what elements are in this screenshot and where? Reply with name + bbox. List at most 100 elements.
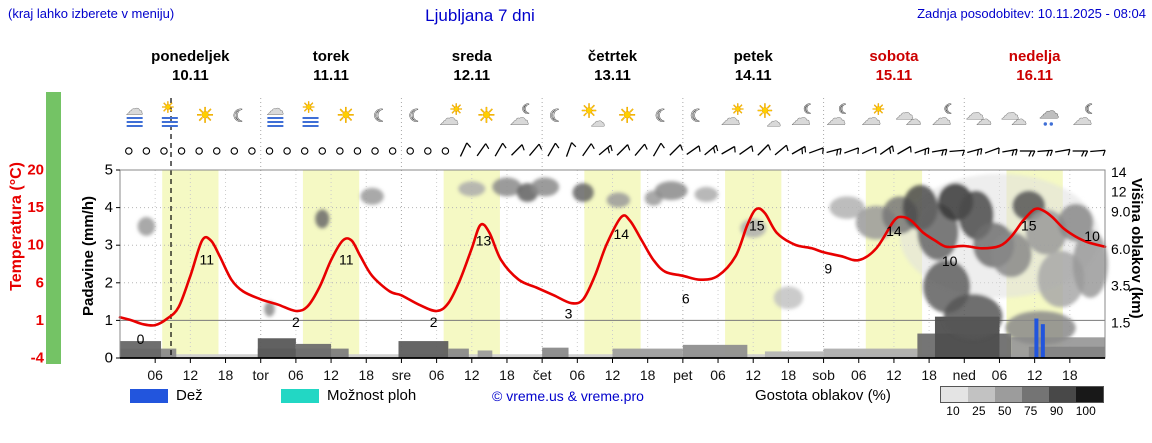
svg-text:20: 20 — [27, 162, 44, 179]
wind-barb — [897, 145, 912, 155]
wind-barb — [879, 145, 895, 155]
wind-barb — [669, 144, 684, 156]
svg-text:12: 12 — [1027, 367, 1043, 383]
svg-text:☁: ☁ — [906, 112, 921, 129]
svg-text:☁: ☁ — [827, 109, 846, 130]
svg-text:13: 13 — [476, 233, 492, 249]
wind-barb — [547, 142, 560, 157]
wind-calm-marker — [336, 147, 344, 155]
svg-text:☀: ☀ — [196, 105, 215, 128]
svg-text:-4: -4 — [31, 350, 45, 367]
svg-text:☾: ☾ — [655, 107, 670, 126]
cloud-density-step-label: 10 — [946, 404, 960, 418]
svg-text:10: 10 — [1084, 228, 1100, 244]
weather-icon-sun: ☀ — [617, 104, 637, 128]
svg-text:18: 18 — [218, 367, 234, 383]
svg-text:14: 14 — [1111, 164, 1127, 180]
svg-text:06: 06 — [429, 367, 445, 383]
svg-text:6: 6 — [682, 290, 690, 306]
svg-text:☾: ☾ — [803, 102, 815, 117]
copyright-link[interactable]: © vreme.us & vreme.pro — [492, 388, 644, 404]
svg-text:12: 12 — [183, 367, 199, 383]
temperature-curve — [118, 207, 1107, 327]
svg-text:06: 06 — [710, 367, 726, 383]
weather-icon-moon: ☾ — [689, 106, 705, 126]
wind-barb — [844, 147, 860, 154]
svg-text:☾: ☾ — [373, 107, 388, 126]
cloud-density-step-label: 25 — [972, 404, 986, 418]
wind-calm-marker — [265, 147, 274, 155]
svg-text:tor: tor — [253, 367, 270, 383]
cloud-shading — [137, 173, 1108, 345]
wind-barb — [967, 148, 983, 156]
weather-icon-cloud_rain: ☁ — [1039, 101, 1060, 126]
svg-text:9.0: 9.0 — [1111, 203, 1131, 219]
svg-text:12: 12 — [464, 367, 480, 383]
weather-icon-moon: ☾ — [654, 106, 670, 126]
wind-barb — [598, 144, 613, 156]
svg-text:12: 12 — [745, 367, 761, 383]
axes: 06 12 18 tor 06 12 18 sre 06 12 18 čet 06 12 18 pet 06 12… — [27, 162, 1130, 384]
weather-icon-cloud_sun: ☀☁ — [861, 101, 885, 130]
svg-text:☁: ☁ — [510, 109, 529, 130]
svg-text:6: 6 — [36, 274, 44, 291]
wind-calm-marker — [230, 147, 239, 155]
wind-calm-marker — [142, 147, 151, 155]
svg-text:4: 4 — [105, 199, 113, 216]
wind-calm-marker — [160, 147, 168, 155]
svg-text:06: 06 — [147, 367, 163, 383]
svg-text:☁: ☁ — [591, 113, 605, 129]
svg-text:18: 18 — [640, 367, 656, 383]
wind-calm-marker — [283, 147, 291, 155]
cloud-density-step — [1049, 387, 1076, 402]
svg-text:06: 06 — [288, 367, 304, 383]
wind-calm-marker — [388, 147, 397, 155]
cloud-density-scale-labels: 10 25 50 75 90 100 — [940, 404, 1102, 418]
svg-text:18: 18 — [358, 367, 374, 383]
day-name: petek — [733, 48, 773, 65]
svg-text:15: 15 — [27, 199, 44, 216]
svg-text:0: 0 — [137, 331, 145, 347]
day-header-četrtek: četrtek 13.11 — [543, 47, 683, 85]
wind-barb — [739, 145, 754, 155]
wind-row — [125, 142, 1106, 157]
wind-barb — [1072, 150, 1089, 157]
svg-text:3: 3 — [565, 305, 573, 321]
weather-icon-moon: ☾ — [232, 106, 248, 126]
rain-bars — [1034, 318, 1045, 358]
svg-text:☁: ☁ — [1001, 103, 1019, 123]
wind-barb — [1019, 150, 1036, 157]
weather-icon-cloud_moon: ☾☁ — [791, 101, 815, 130]
rain-legend-label: Dež — [176, 387, 203, 404]
weather-icon-cloud: ☁☁ — [895, 103, 922, 130]
cloud-density-step — [941, 387, 968, 402]
weather-icon-cloud_sun: ☀☁ — [721, 101, 745, 130]
wind-barb — [494, 142, 507, 157]
svg-text:11: 11 — [200, 251, 215, 267]
svg-text:☀: ☀ — [872, 102, 885, 119]
svg-text:ned: ned — [953, 367, 976, 383]
svg-text:☀: ☀ — [731, 102, 744, 119]
wind-calm-marker — [406, 147, 414, 155]
day-header-sobota: sobota 15.11 — [824, 47, 964, 85]
svg-text:11: 11 — [339, 251, 354, 267]
wind-barb — [721, 145, 736, 155]
svg-text:☁: ☁ — [267, 100, 284, 119]
day-date: 12.11 — [453, 67, 491, 84]
wind-calm-marker — [424, 147, 432, 155]
weather-icon-fog_cloud: ☁ — [266, 99, 284, 127]
svg-text:15: 15 — [1021, 218, 1037, 234]
weather-icons: ☁ ☀ ☀ ☾ ☁ ☀ ☀ ☾ ☾ ☀☁ ☀ ☾☁ ☾ ☀☁ ☀ ☾ ☾ ☀☁ ☀☁☾☁ ☾☁ ☀☁ ☁☁☾☁ ☁☁ ☁☁ ☁ ☾… — [126, 99, 1097, 130]
svg-text:18: 18 — [499, 367, 515, 383]
day-header-petek: petek 14.11 — [683, 47, 823, 85]
day-name: ponedeljek — [151, 48, 230, 65]
svg-text:18: 18 — [921, 367, 937, 383]
day-name: torek — [312, 48, 350, 65]
day-header-torek: torek 11.11 — [261, 47, 401, 85]
cloud-density-step — [968, 387, 995, 402]
wind-barb — [476, 143, 490, 157]
wind-calm-marker — [212, 147, 221, 155]
wind-barb — [861, 146, 877, 155]
svg-text:☾: ☾ — [233, 107, 248, 126]
